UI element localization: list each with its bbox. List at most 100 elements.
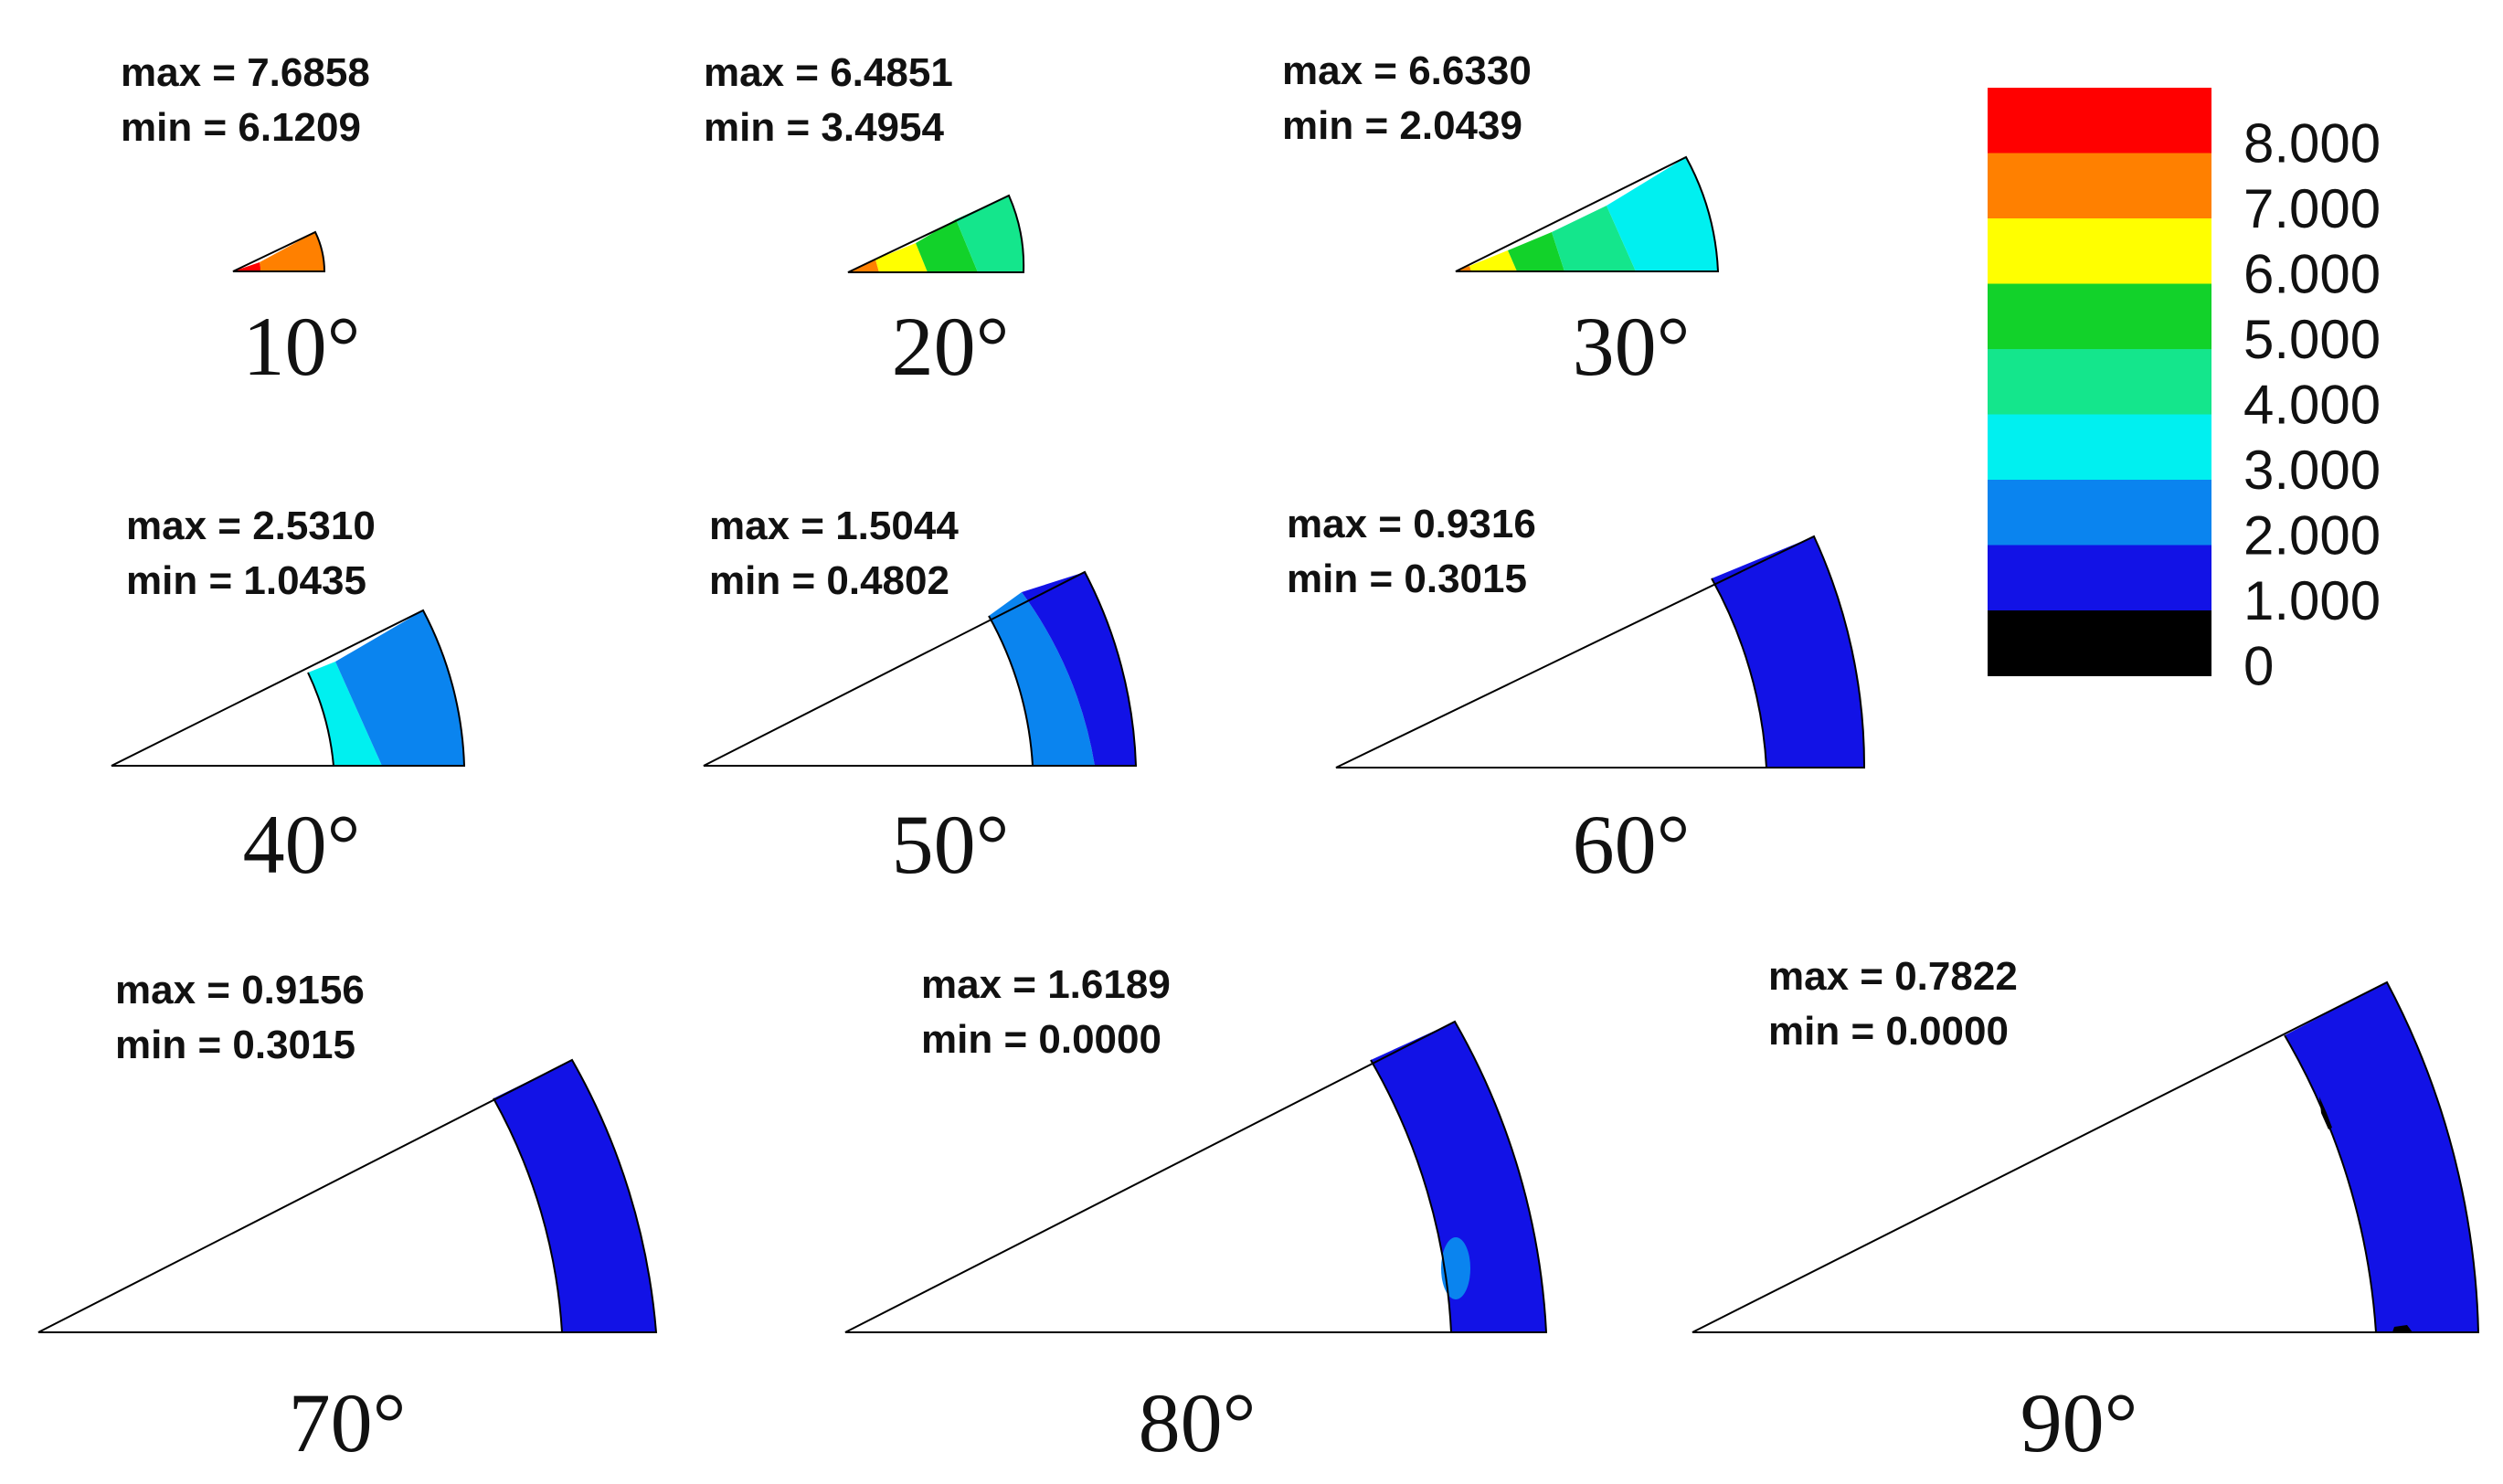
min-value: min = 0.3015: [115, 1023, 355, 1067]
legend-band: [1988, 349, 2211, 415]
contour-band: [1552, 206, 1636, 271]
panel-20deg: max = 6.4851 min = 3.4954 20°: [704, 50, 1025, 393]
contour-line: [307, 672, 334, 767]
contour-band: [956, 196, 1024, 272]
contour-sector: [232, 230, 326, 272]
angle-label: 80°: [1139, 1376, 1257, 1469]
sector-outline: [232, 230, 326, 272]
contour-band: [916, 219, 978, 272]
legend-tick-label: 4.000: [2243, 375, 2381, 436]
panel-90deg: max = 0.7822 min = 0.0000 90°: [1692, 954, 2480, 1469]
angle-label: 40°: [243, 798, 361, 891]
angle-label: 20°: [892, 300, 1010, 393]
legend-tick-label: 0: [2243, 636, 2274, 697]
contour-band: [1371, 1022, 1546, 1332]
legend-tick-label: 8.000: [2243, 113, 2381, 175]
legend-band: [1988, 545, 2211, 611]
contour-line: [2284, 1034, 2377, 1333]
sector-outline: [847, 194, 1025, 273]
legend-band: [1988, 218, 2211, 284]
legend-band: [1988, 283, 2211, 350]
contour-band: [308, 662, 382, 766]
sector-outline: [703, 570, 1138, 767]
min-value: min = 0.3015: [1287, 556, 1527, 601]
max-value: max = 0.9156: [115, 968, 365, 1012]
contour-sector: [111, 609, 466, 767]
contour-band: [875, 243, 928, 272]
legend-tick-label: 6.000: [2243, 244, 2381, 305]
contour-band: [1469, 250, 1517, 271]
max-value: max = 2.5310: [126, 504, 376, 548]
max-value: max = 7.6858: [121, 50, 370, 95]
angle-label: 10°: [243, 300, 361, 393]
max-value: max = 1.6189: [921, 962, 1171, 1007]
angle-label: 90°: [2020, 1376, 2138, 1469]
legend-bands: [1988, 88, 2211, 676]
sector-outline: [844, 1020, 1548, 1333]
min-value: min = 6.1209: [121, 105, 361, 150]
panel-30deg: max = 6.6330 min = 2.0439 30°: [1282, 48, 1720, 393]
contour-band: [335, 610, 464, 766]
legend-tick-label: 5.000: [2243, 309, 2381, 370]
contour-line: [1370, 1059, 1452, 1333]
legend-tick-label: 2.000: [2243, 505, 2381, 567]
contour-band: [1022, 572, 1136, 766]
contour-band: [260, 232, 324, 271]
panel-70deg: max = 0.9156 min = 0.3015 70°: [37, 968, 658, 1469]
angle-label: 50°: [892, 798, 1010, 891]
contour-band: [1607, 157, 1718, 271]
max-value: max = 1.5044: [709, 504, 959, 548]
panel-80deg: max = 1.6189 min = 0.0000 80°: [844, 962, 1548, 1469]
legend-band: [1988, 88, 2211, 154]
contour-island: [2319, 1097, 2332, 1129]
contour-sector: [1335, 535, 1866, 768]
panel-50deg: max = 1.5044 min = 0.4802 50°: [703, 504, 1138, 891]
min-value: min = 3.4954: [704, 105, 944, 150]
legend-tick-label: 7.000: [2243, 178, 2381, 239]
legend-band: [1988, 153, 2211, 219]
panel-10deg: max = 7.6858 min = 6.1209 10°: [121, 50, 370, 393]
contour-line: [988, 615, 1034, 767]
min-value: min = 0.0000: [921, 1017, 1161, 1062]
sector-outline: [37, 1058, 658, 1333]
min-value: min = 0.4802: [709, 558, 949, 603]
max-value: max = 0.9316: [1287, 502, 1536, 546]
legend-ticks: 8.0007.0006.0005.0004.0003.0002.0001.000…: [2243, 113, 2381, 697]
legend-band: [1988, 480, 2211, 546]
sector-outline: [1692, 980, 2480, 1333]
sector-outline: [111, 609, 466, 767]
contour-line: [493, 1097, 563, 1333]
max-value: max = 0.7822: [1768, 954, 2018, 999]
contour-sector: [844, 1020, 1548, 1333]
contour-band: [989, 592, 1095, 766]
panel-60deg: max = 0.9316 min = 0.3015 60°: [1287, 502, 1866, 891]
contour-sector: [703, 570, 1138, 767]
contour-band: [1712, 536, 1865, 768]
legend-band: [1988, 610, 2211, 676]
angle-label: 30°: [1573, 300, 1691, 393]
legend-tick-label: 3.000: [2243, 440, 2381, 501]
contour-band: [2285, 982, 2478, 1332]
max-value: max = 6.4851: [704, 50, 953, 95]
min-value: min = 1.0435: [126, 558, 366, 603]
sector-outline: [1455, 155, 1720, 272]
sector-outline: [1335, 535, 1866, 768]
min-value: min = 2.0439: [1282, 103, 1522, 148]
contour-island: [2392, 1325, 2413, 1332]
contour-band: [1508, 232, 1564, 271]
panel-40deg: max = 2.5310 min = 1.0435 40°: [111, 504, 466, 891]
legend-tick-label: 1.000: [2243, 570, 2381, 631]
contour-band: [493, 1060, 656, 1332]
contour-sector: [37, 1058, 658, 1333]
angle-label: 60°: [1573, 798, 1691, 891]
contour-sector: [847, 194, 1025, 273]
contour-sector: [1455, 155, 1720, 272]
color-legend: 8.0007.0006.0005.0004.0003.0002.0001.000…: [1988, 88, 2381, 697]
contour-sector: [1692, 980, 2480, 1333]
angle-label: 70°: [289, 1376, 407, 1469]
min-value: min = 0.0000: [1768, 1009, 2009, 1054]
contour-island: [1441, 1237, 1470, 1299]
contour-line: [1711, 578, 1767, 768]
max-value: max = 6.6330: [1282, 48, 1532, 93]
